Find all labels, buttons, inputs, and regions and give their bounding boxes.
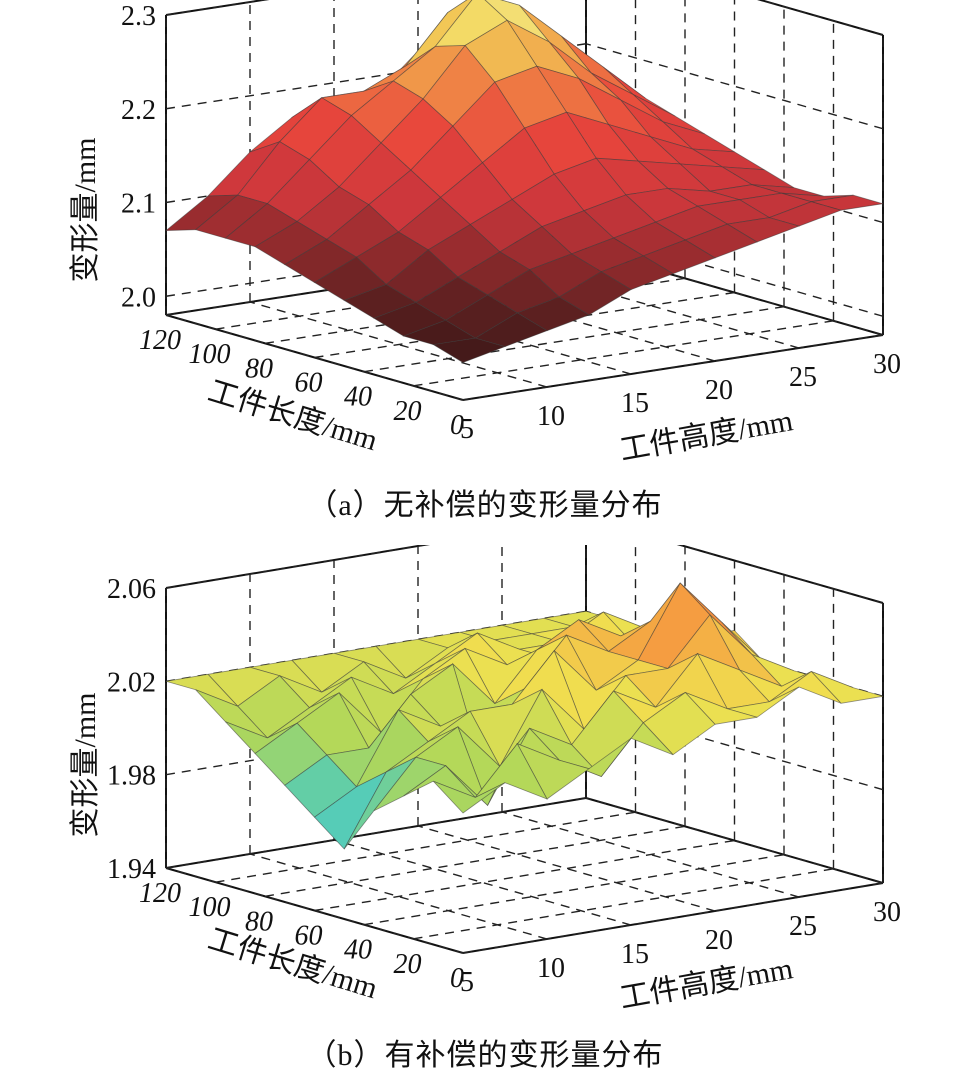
x-tick-label: 5 <box>460 967 474 998</box>
x-tick-label: 25 <box>789 911 817 942</box>
surface-group <box>164 0 884 363</box>
z-tick-label: 2.3 <box>121 1 156 32</box>
floor-gridline <box>413 868 834 940</box>
back-wall-gridline <box>165 545 429 589</box>
x-tick-label: 5 <box>460 414 474 445</box>
z-tick-label: 2.02 <box>107 667 156 698</box>
panel-a: 2.0 2.1 2.2 2.3 5 10 15 20 25 30 0 20 40 60 80 100 120 变形… <box>69 0 901 522</box>
floor-gridline <box>363 305 785 373</box>
floor-gridline <box>215 811 636 883</box>
x-tick-label: 20 <box>705 925 733 956</box>
y-tick-label: 40 <box>344 382 372 413</box>
y-tick-label: 20 <box>394 949 422 980</box>
floor-gridline <box>462 882 884 954</box>
floor-gridline <box>413 320 834 387</box>
back-wall-gridline <box>165 0 268 16</box>
z-tick-label: 2.1 <box>121 189 156 220</box>
y-tick-label: 100 <box>189 339 231 370</box>
floor-gridline <box>363 853 785 926</box>
y-tick-label: 20 <box>394 396 422 427</box>
back-wall-gridline <box>165 797 587 869</box>
y-tick-label: 80 <box>245 906 273 937</box>
surface-facet <box>432 337 507 363</box>
caption-a: （a）无补偿的变形量分布 <box>307 489 663 522</box>
x-tick-label: 30 <box>873 897 901 928</box>
floor-gridline <box>462 334 884 401</box>
y-tick-label: 0 <box>450 963 464 994</box>
floor-gridline <box>333 839 632 926</box>
y-tick-label: 60 <box>295 921 323 952</box>
x-tick-label: 25 <box>789 362 817 393</box>
z-tick-label: 1.98 <box>107 761 156 792</box>
z-tick-label: 1.94 <box>107 854 156 885</box>
caption-b: （b）有补偿的变形量分布 <box>306 1039 664 1072</box>
surface-group <box>165 582 884 850</box>
z-axis-label: 变形量/mm <box>69 692 102 837</box>
panel-b: 1.94 1.98 2.02 2.06 5 10 15 20 25 30 0 20 40 60 80 100 1… <box>0 545 970 1090</box>
y-tick-label: 80 <box>245 353 273 384</box>
y-tick-label: 0 <box>450 410 464 441</box>
y-tick-label: 60 <box>295 368 323 399</box>
x-tick-label: 15 <box>621 388 649 419</box>
z-tick-label: 2.06 <box>107 574 156 605</box>
z-tick-label: 2.0 <box>121 282 156 313</box>
axis-box-edge <box>165 545 431 589</box>
floor-gridline <box>314 839 735 912</box>
side-wall-gridline <box>585 43 884 130</box>
y-tick-label: 120 <box>139 878 181 909</box>
x-tick-label: 10 <box>537 953 565 984</box>
surface-plot-b: 1.94 1.98 2.02 2.06 5 10 15 20 25 30 0 20 40 60 80 100 1… <box>69 545 901 1015</box>
y-tick-label: 40 <box>344 935 372 966</box>
floor-gridline <box>264 825 686 898</box>
surface-facet <box>433 780 506 814</box>
floor-gridline <box>417 825 716 912</box>
x-tick-label: 15 <box>621 939 649 970</box>
z-axis-label: 变形量/mm <box>69 137 102 282</box>
tick-labels: 2.0 2.1 2.2 2.3 5 10 15 20 25 30 0 20 40 60 80 100 120 <box>121 1 901 445</box>
side-wall-gridline <box>758 0 884 36</box>
x-tick-label: 20 <box>705 375 733 406</box>
x-tick-label: 30 <box>873 349 901 380</box>
tick-labels: 1.94 1.98 2.02 2.06 5 10 15 20 25 30 0 20 40 60 80 100 1… <box>107 574 901 998</box>
y-tick-label: 100 <box>189 892 231 923</box>
side-wall-gridline <box>585 797 884 884</box>
x-tick-label: 10 <box>537 401 565 432</box>
surface-plot-a: 2.0 2.1 2.2 2.3 5 10 15 20 25 30 0 20 40 60 80 100 120 变形… <box>69 0 901 467</box>
y-tick-label: 120 <box>139 325 181 356</box>
z-tick-label: 2.2 <box>121 95 156 126</box>
side-wall-gridline <box>677 545 884 604</box>
